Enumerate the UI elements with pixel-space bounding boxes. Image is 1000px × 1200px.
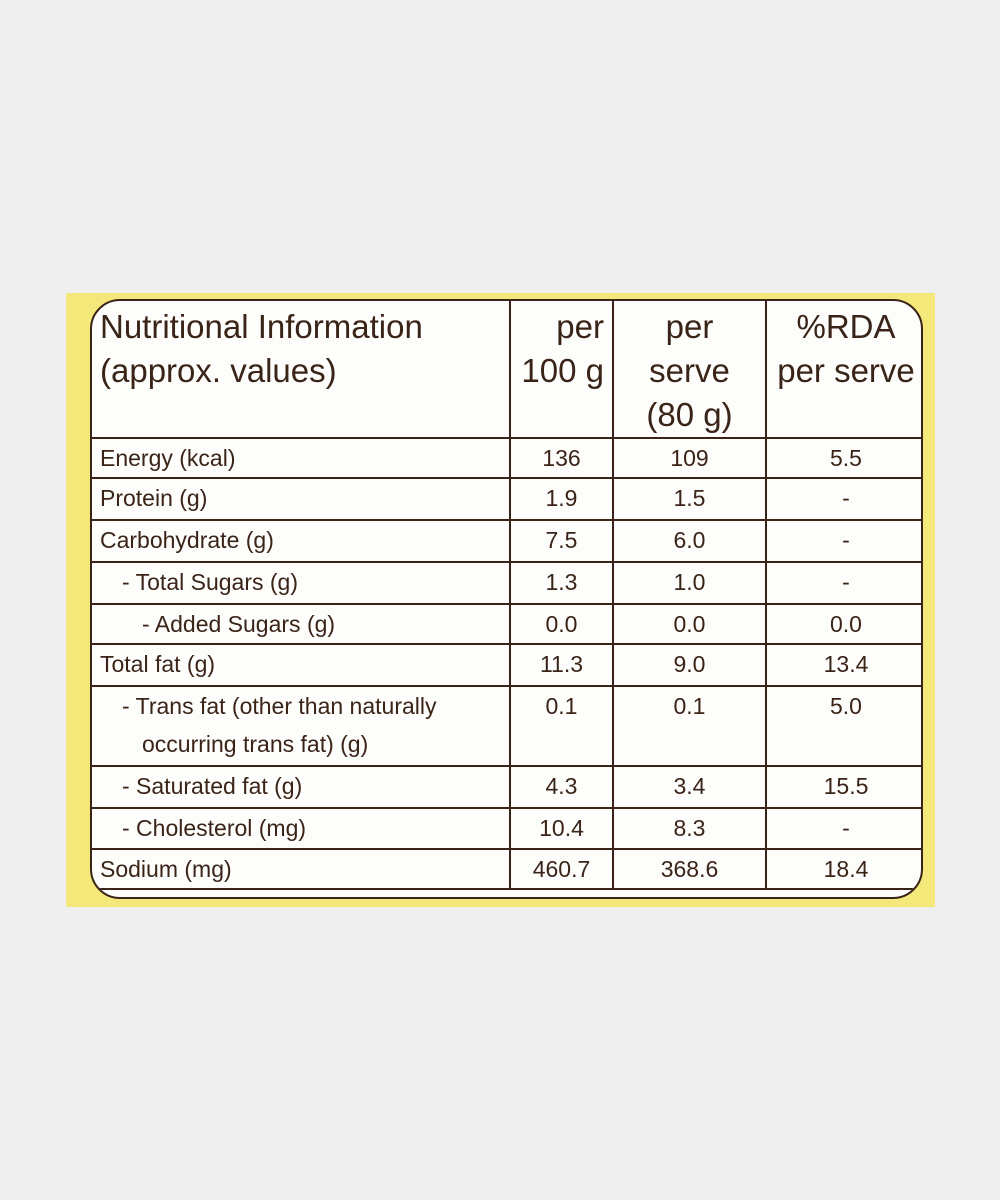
nutrient-value: 13.4 [765, 643, 921, 687]
nutrient-value: 136 [509, 438, 614, 479]
label-line: - Total Sugars (g) [122, 569, 298, 595]
label-panel: Nutritional Information (approx. values) … [66, 293, 935, 907]
nutrient-value: - [765, 477, 921, 521]
nutrient-row: - Trans fat (other than naturally occurri… [92, 685, 921, 767]
nutrient-row: - Cholesterol (mg) 10.4 8.3- [92, 807, 921, 850]
nutrient-value: - [765, 519, 921, 563]
nutrient-value: 0.0 [765, 603, 921, 645]
label-line: - Trans fat (other than naturally [122, 693, 437, 719]
nutrient-row: Protein (g) 1.9 1.5- [92, 477, 921, 521]
nutrient-label: - Cholesterol (mg) [92, 807, 511, 850]
nutrient-label: Protein (g) [92, 477, 511, 521]
nutrient-value: 10.4 [509, 807, 614, 850]
nutrient-value: 15.5 [765, 765, 921, 809]
footer-row: Approx. No. of serves per pack - 3.5 [92, 889, 921, 897]
nutrient-value: 0.0 [612, 603, 767, 645]
nutrient-value: 3.4 [612, 765, 767, 809]
nutrient-value: 0.1 [612, 685, 767, 767]
column-header-line: per [556, 308, 604, 345]
nutrient-value: 0.1 [509, 685, 614, 767]
label-line: Sodium (mg) [100, 856, 232, 882]
nutrient-label: - Added Sugars (g) [92, 603, 511, 645]
nutrient-value: 11.3 [509, 643, 614, 687]
nutrient-label: Carbohydrate (g) [92, 519, 511, 563]
nutrient-label: - Total Sugars (g) [92, 561, 511, 605]
label-line: Carbohydrate (g) [100, 527, 274, 553]
nutrient-value: 1.3 [509, 561, 614, 605]
nutrition-box: Nutritional Information (approx. values) … [90, 299, 923, 899]
column-header: per serve (80 g) [612, 301, 767, 439]
label-line: - Saturated fat (g) [122, 773, 303, 799]
nutrient-label: Sodium (mg) [92, 848, 511, 890]
nutrient-value: 109 [612, 438, 767, 479]
nutrient-row: - Added Sugars (g) 0.0 0.0 0.0 [92, 603, 921, 645]
nutrient-value: - [765, 561, 921, 605]
label-line: - Cholesterol (mg) [122, 815, 307, 841]
nutrient-value: 6.0 [612, 519, 767, 563]
table-body: Energy (kcal) 136 109 5.5 Protein (g) 1.9 1.5-… [92, 438, 921, 890]
column-header: per 100 g [509, 301, 614, 439]
label-line: Energy (kcal) [100, 445, 236, 471]
column-header-line: per serve [777, 352, 915, 389]
nutrient-row: - Saturated fat (g) 4.3 3.4 15.5 [92, 765, 921, 809]
header-title: Nutritional Information (approx. values) [92, 301, 511, 439]
nutrition-table: Nutritional Information (approx. values) … [92, 301, 921, 897]
column-header-line: per serve [649, 308, 730, 389]
header-row: Nutritional Information (approx. values) … [92, 301, 921, 439]
column-header-line: (80 g) [646, 396, 733, 433]
nutrient-value: 8.3 [612, 807, 767, 850]
column-header: %RDA per serve [765, 301, 921, 439]
nutrient-row: Sodium (mg) 460.7 368.6 18.4 [92, 848, 921, 890]
nutrient-value: - [765, 807, 921, 850]
nutrient-value: 18.4 [765, 848, 921, 890]
nutrient-value: 5.5 [765, 438, 921, 479]
label-line: occurring trans fat) (g) [142, 731, 369, 757]
footer-text: Approx. No. of serves per pack - 3.5 [92, 889, 921, 897]
nutrient-label: Energy (kcal) [92, 438, 511, 479]
nutrient-value: 5.0 [765, 685, 921, 767]
nutrient-row: Carbohydrate (g) 7.5 6.0- [92, 519, 921, 563]
nutrient-value: 368.6 [612, 848, 767, 890]
nutrient-value: 1.5 [612, 477, 767, 521]
nutrient-value: 1.0 [612, 561, 767, 605]
title-line: (approx. values) [100, 352, 337, 389]
column-header-line: %RDA [796, 308, 896, 345]
label-line: Total fat (g) [100, 651, 216, 677]
label-line: Protein (g) [100, 485, 208, 511]
nutrient-label: - Saturated fat (g) [92, 765, 511, 809]
nutrient-label: - Trans fat (other than naturally occurri… [92, 685, 511, 767]
nutrient-value: 460.7 [509, 848, 614, 890]
nutrient-value: 4.3 [509, 765, 614, 809]
nutrient-label: Total fat (g) [92, 643, 511, 687]
nutrient-row: Energy (kcal) 136 109 5.5 [92, 438, 921, 479]
nutrient-value: 9.0 [612, 643, 767, 687]
nutrient-row: Total fat (g) 11.3 9.0 13.4 [92, 643, 921, 687]
nutrient-value: 0.0 [509, 603, 614, 645]
title-line: Nutritional Information [100, 308, 423, 345]
label-line: - Added Sugars (g) [142, 611, 336, 637]
nutrient-value: 7.5 [509, 519, 614, 563]
nutrient-value: 1.9 [509, 477, 614, 521]
nutrient-row: - Total Sugars (g) 1.3 1.0- [92, 561, 921, 605]
column-header-line: 100 g [521, 352, 604, 389]
